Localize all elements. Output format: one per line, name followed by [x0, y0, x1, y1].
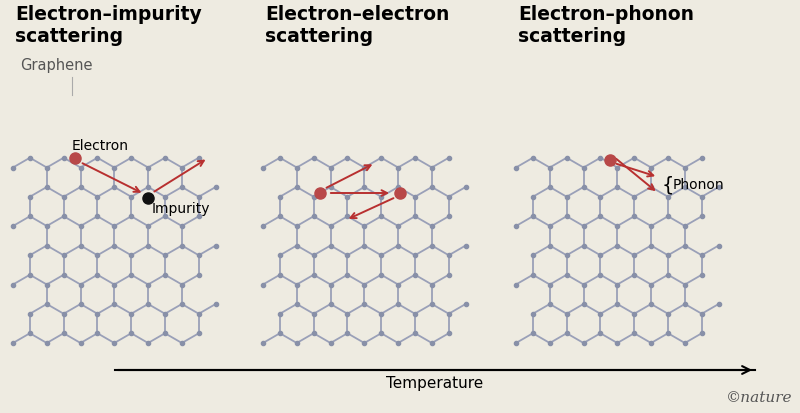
Text: Electron–impurity
scattering: Electron–impurity scattering: [15, 5, 202, 46]
Text: Graphene: Graphene: [20, 58, 93, 73]
Text: Temperature: Temperature: [386, 376, 484, 391]
Text: ©nature: ©nature: [726, 391, 792, 405]
Text: Electron–phonon
scattering: Electron–phonon scattering: [518, 5, 694, 46]
Text: Electron: Electron: [72, 139, 129, 153]
Text: Electron–electron
scattering: Electron–electron scattering: [265, 5, 450, 46]
Text: Phonon: Phonon: [673, 178, 725, 192]
Text: {: {: [662, 176, 674, 195]
Text: Impurity: Impurity: [152, 202, 210, 216]
